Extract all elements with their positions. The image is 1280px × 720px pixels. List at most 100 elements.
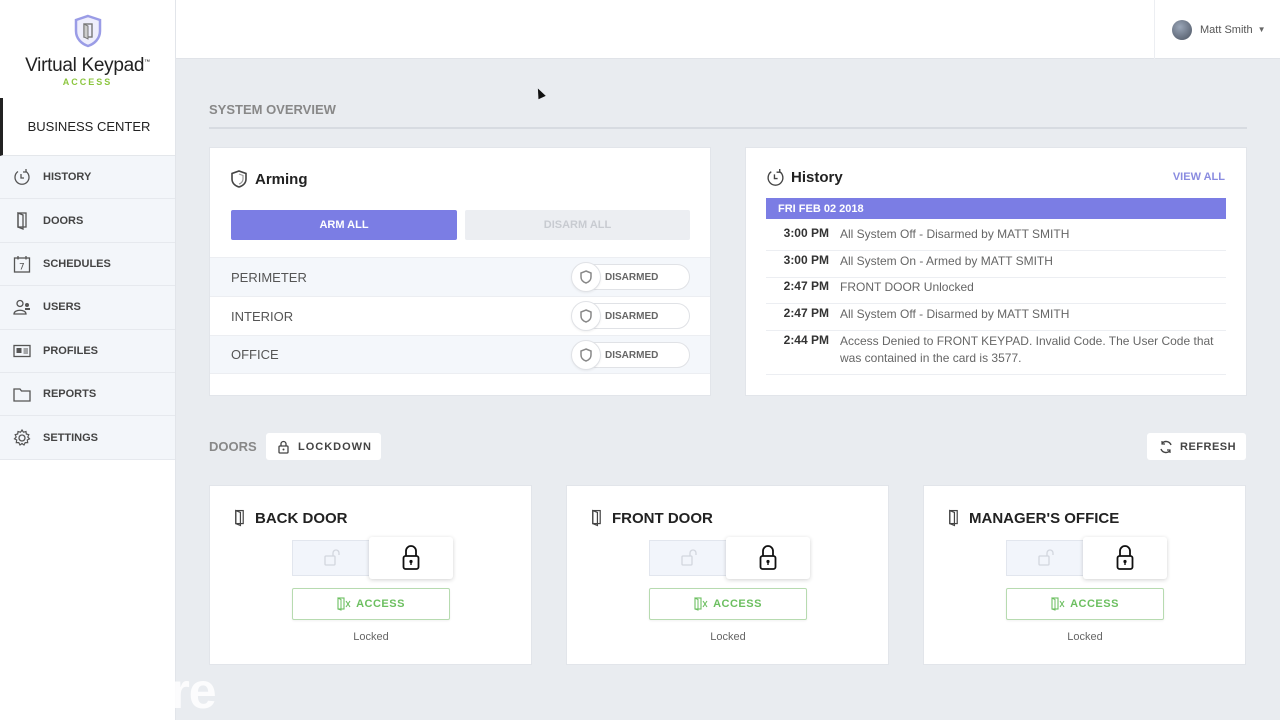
arming-title: Arming: [231, 170, 308, 188]
zone-status: DISARMED: [605, 271, 659, 283]
sidebar-item-profiles[interactable]: PROFILES: [0, 329, 175, 373]
sidebar-item-label: SCHEDULES: [43, 257, 111, 270]
watermark: symspire: [4, 663, 217, 719]
top-bar: Matt Smith ▼: [176, 0, 1280, 59]
access-button[interactable]: ACCESS: [649, 588, 807, 620]
sidebar-item-users[interactable]: USERS: [0, 286, 175, 330]
sidebar-item-doors[interactable]: DOORS: [0, 199, 175, 243]
sidebar-item-label: SETTINGS: [43, 431, 99, 444]
user-name: Matt Smith: [1200, 23, 1253, 36]
folder-icon: [12, 384, 32, 404]
door-card-managers-office: MANAGER'S OFFICE ACCESS Locked: [923, 485, 1246, 665]
unlock-icon: [1038, 549, 1054, 567]
zone-status: DISARMED: [605, 349, 659, 361]
brand-subtitle: ACCESS: [62, 77, 113, 87]
event-message: Access Denied to FRONT KEYPAD. Invalid C…: [840, 334, 1214, 365]
divider: [209, 127, 1247, 129]
door-access-icon: [337, 597, 351, 611]
zone-arm-toggle[interactable]: DISARMED: [571, 262, 690, 292]
mouse-cursor: [534, 86, 546, 100]
calendar-icon: 7: [12, 254, 32, 274]
shield-icon: [231, 170, 247, 188]
sidebar: Virtual Keypad™ ACCESS BUSINESS CENTER H…: [0, 0, 176, 720]
zone-status: DISARMED: [605, 310, 659, 322]
section-title-system-overview: SYSTEM OVERVIEW: [209, 102, 336, 117]
lock-button[interactable]: [726, 537, 810, 579]
sidebar-item-settings[interactable]: SETTINGS: [0, 416, 175, 460]
history-title: History: [766, 168, 843, 187]
refresh-button[interactable]: REFRESH: [1147, 433, 1246, 460]
zone-arm-toggle[interactable]: DISARMED: [571, 301, 690, 331]
door-icon: [233, 509, 246, 527]
door-name: FRONT DOOR: [612, 509, 713, 527]
event-time: 2:47 PM: [783, 306, 829, 320]
sidebar-item-label: DOORS: [43, 214, 84, 227]
zone-row-perimeter: PERIMETER DISARMED: [210, 257, 710, 296]
access-button[interactable]: ACCESS: [1006, 588, 1164, 620]
sidebar-item-history[interactable]: HISTORY: [0, 156, 175, 200]
sidebar-item-label: PROFILES: [43, 344, 99, 357]
view-all-link[interactable]: VIEW ALL: [1172, 171, 1225, 183]
event-time: 2:47 PM: [783, 279, 829, 293]
lock-icon: [402, 545, 420, 571]
sidebar-item-schedules[interactable]: 7 SCHEDULES: [0, 242, 175, 287]
shield-icon: [571, 340, 601, 370]
event-message: All System Off - Disarmed by MATT SMITH: [840, 307, 1070, 321]
lock-icon: [278, 440, 289, 454]
history-title-text: History: [791, 169, 843, 186]
door-access-icon: [694, 597, 708, 611]
door-title: FRONT DOOR: [590, 509, 713, 527]
arming-card: Arming ARM ALL DISARM ALL PERIMETER DISA…: [209, 147, 711, 396]
door-status: Locked: [710, 631, 746, 643]
access-label: ACCESS: [356, 598, 405, 610]
unlock-button[interactable]: [1006, 540, 1086, 576]
door-title: MANAGER'S OFFICE: [947, 509, 1119, 527]
door-status: Locked: [1067, 631, 1103, 643]
event-message: FRONT DOOR Unlocked: [840, 280, 974, 294]
lock-button[interactable]: [1083, 537, 1167, 579]
zone-name: OFFICE: [231, 347, 279, 362]
zone-row-interior: INTERIOR DISARMED: [210, 296, 710, 335]
door-card-front-door: FRONT DOOR ACCESS Locked: [566, 485, 889, 665]
refresh-icon: [1159, 440, 1173, 454]
user-menu[interactable]: Matt Smith ▼: [1154, 0, 1280, 59]
history-row: 3:00 PM All System On - Armed by MATT SM…: [766, 247, 1226, 278]
door-card-back-door: BACK DOOR ACCESS Locked: [209, 485, 532, 665]
sidebar-item-reports[interactable]: REPORTS: [0, 372, 175, 417]
history-date-header: FRI FEB 02 2018: [766, 198, 1226, 219]
history-row: 2:44 PM Access Denied to FRONT KEYPAD. I…: [766, 327, 1226, 375]
unlock-button[interactable]: [649, 540, 729, 576]
access-label: ACCESS: [1070, 598, 1119, 610]
door-title: BACK DOOR: [233, 509, 348, 527]
business-center-link[interactable]: BUSINESS CENTER: [0, 98, 175, 156]
unlock-button[interactable]: [292, 540, 372, 576]
disarm-all-button[interactable]: DISARM ALL: [465, 210, 690, 240]
unlock-icon: [324, 549, 340, 567]
history-row: 2:47 PM All System Off - Disarmed by MAT…: [766, 300, 1226, 331]
lock-button[interactable]: [369, 537, 453, 579]
zone-name: INTERIOR: [231, 308, 294, 324]
access-button[interactable]: ACCESS: [292, 588, 450, 620]
history-icon: [766, 168, 785, 187]
door-name: BACK DOOR: [255, 509, 348, 527]
zone-row-office: OFFICE DISARMED: [210, 335, 710, 374]
event-time: 3:00 PM: [783, 253, 829, 267]
chevron-down-icon: ▼: [1257, 25, 1266, 34]
shield-logo-icon: [74, 14, 102, 53]
door-icon: [12, 211, 32, 231]
lock-icon: [1116, 545, 1134, 571]
users-icon: [12, 297, 32, 317]
door-icon: [590, 509, 603, 527]
zone-arm-toggle[interactable]: DISARMED: [571, 340, 690, 370]
brand-logo[interactable]: Virtual Keypad™ ACCESS: [0, 0, 175, 98]
history-icon: [12, 167, 32, 187]
history-row: 2:47 PM FRONT DOOR Unlocked: [766, 273, 1226, 304]
history-row: 3:00 PM All System Off - Disarmed by MAT…: [766, 220, 1226, 251]
history-card: History VIEW ALL FRI FEB 02 2018 3:00 PM…: [745, 147, 1247, 396]
profile-card-icon: [12, 341, 32, 361]
section-title-doors: DOORS: [209, 439, 257, 454]
lockdown-button[interactable]: LOCKDOWN: [266, 433, 381, 460]
arming-title-text: Arming: [255, 170, 308, 188]
refresh-label: REFRESH: [1180, 440, 1237, 453]
arm-all-button[interactable]: ARM ALL: [231, 210, 457, 240]
